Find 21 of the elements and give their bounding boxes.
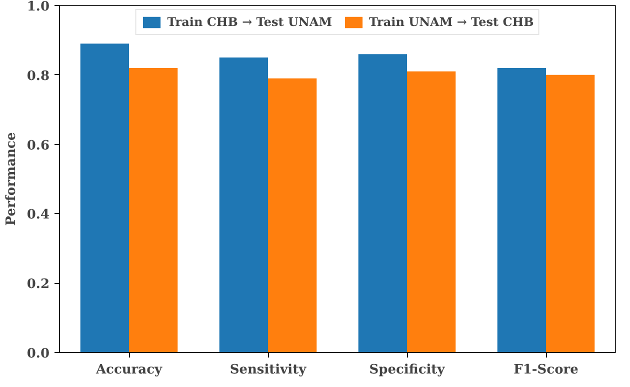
bar — [268, 78, 317, 352]
y-tick-label: 1.0 — [26, 0, 50, 14]
bar — [546, 74, 595, 352]
y-tick-label: 0.0 — [26, 346, 50, 362]
legend-label: Train UNAM → Test CHB — [369, 14, 534, 30]
bar — [358, 54, 407, 352]
y-axis-title: Performance — [4, 132, 19, 226]
legend-label: Train CHB → Test UNAM — [167, 14, 332, 30]
bar — [497, 68, 546, 352]
bar — [219, 58, 268, 352]
x-tick-label: F1-Score — [514, 362, 578, 378]
bar — [129, 68, 178, 352]
y-tick-label: 0.6 — [26, 138, 50, 154]
x-tick-label: Sensitivity — [230, 362, 307, 378]
x-tick-label: Accuracy — [94, 362, 162, 378]
y-tick-label: 0.2 — [26, 277, 50, 292]
x-tick-label: Specificity — [369, 362, 446, 378]
bar — [80, 44, 129, 352]
bar — [407, 71, 456, 352]
y-tick-label: 0.4 — [26, 208, 50, 223]
y-tick-label: 0.8 — [26, 68, 50, 84]
